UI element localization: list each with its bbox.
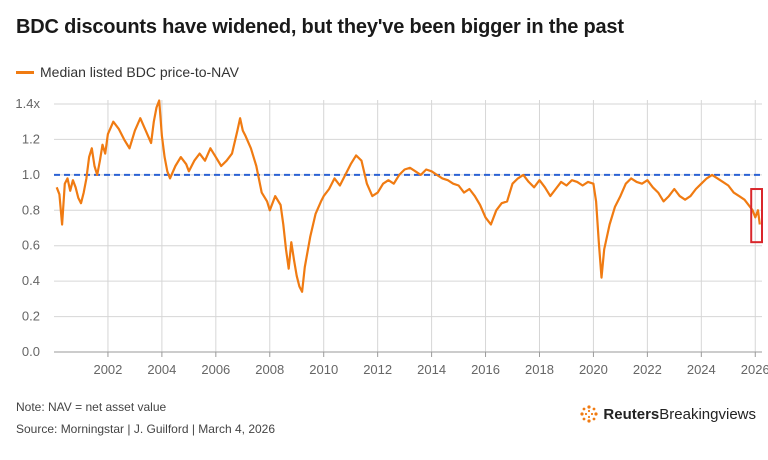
- gridlines: [54, 100, 762, 352]
- x-tick-label: 2010: [309, 362, 338, 377]
- brand-reuters: Reuters: [603, 405, 660, 423]
- source-text: Source: Morningstar | J. Guilford | Marc…: [16, 422, 276, 436]
- legend-label: Median listed BDC price-to-NAV: [40, 64, 239, 80]
- x-tick-label: 2024: [687, 362, 716, 377]
- legend-swatch: [16, 70, 34, 74]
- x-axis-ticks: 2002 2004 2006 2008 2010 2012 2014 2016 2018 2020…: [93, 352, 768, 377]
- y-tick-label: 0.8: [22, 202, 40, 217]
- y-axis-ticks: 0.0 0.2 0.4 0.6 0.8 1.0 1.2 1.4x: [15, 96, 40, 359]
- x-tick-label: 2016: [471, 362, 500, 377]
- y-tick-label: 0.0: [22, 344, 40, 359]
- highlight-box: [750, 188, 763, 244]
- y-tick-label: 0.2: [22, 309, 40, 324]
- reuters-logo-icon: [580, 405, 599, 423]
- legend: Median listed BDC price-to-NAV: [16, 64, 239, 80]
- x-tick-label: 2008: [255, 362, 284, 377]
- chart-title: BDC discounts have widened, but they've …: [16, 16, 624, 38]
- brand-breakingviews: Breakingviews: [659, 405, 756, 423]
- y-tick-label: 0.6: [22, 238, 40, 253]
- x-tick-label: 2014: [417, 362, 446, 377]
- x-tick-label: 2006: [201, 362, 230, 377]
- x-tick-label: 2022: [633, 362, 662, 377]
- x-tick-label: 2026: [741, 362, 768, 377]
- x-tick-label: 2002: [93, 362, 122, 377]
- series-line-price-to-nav: [55, 99, 761, 293]
- brand-logo: Reuters Breakingviews: [580, 405, 756, 423]
- y-tick-label: 0.4: [22, 273, 40, 288]
- y-tick-label: 1.4x: [15, 96, 40, 111]
- y-tick-label: 1.0: [22, 167, 40, 182]
- x-tick-label: 2018: [525, 362, 554, 377]
- x-tick-label: 2012: [363, 362, 392, 377]
- x-tick-label: 2020: [579, 362, 608, 377]
- y-tick-label: 1.2: [22, 131, 40, 146]
- x-tick-label: 2004: [147, 362, 176, 377]
- note-text: Note: NAV = net asset value: [16, 400, 167, 414]
